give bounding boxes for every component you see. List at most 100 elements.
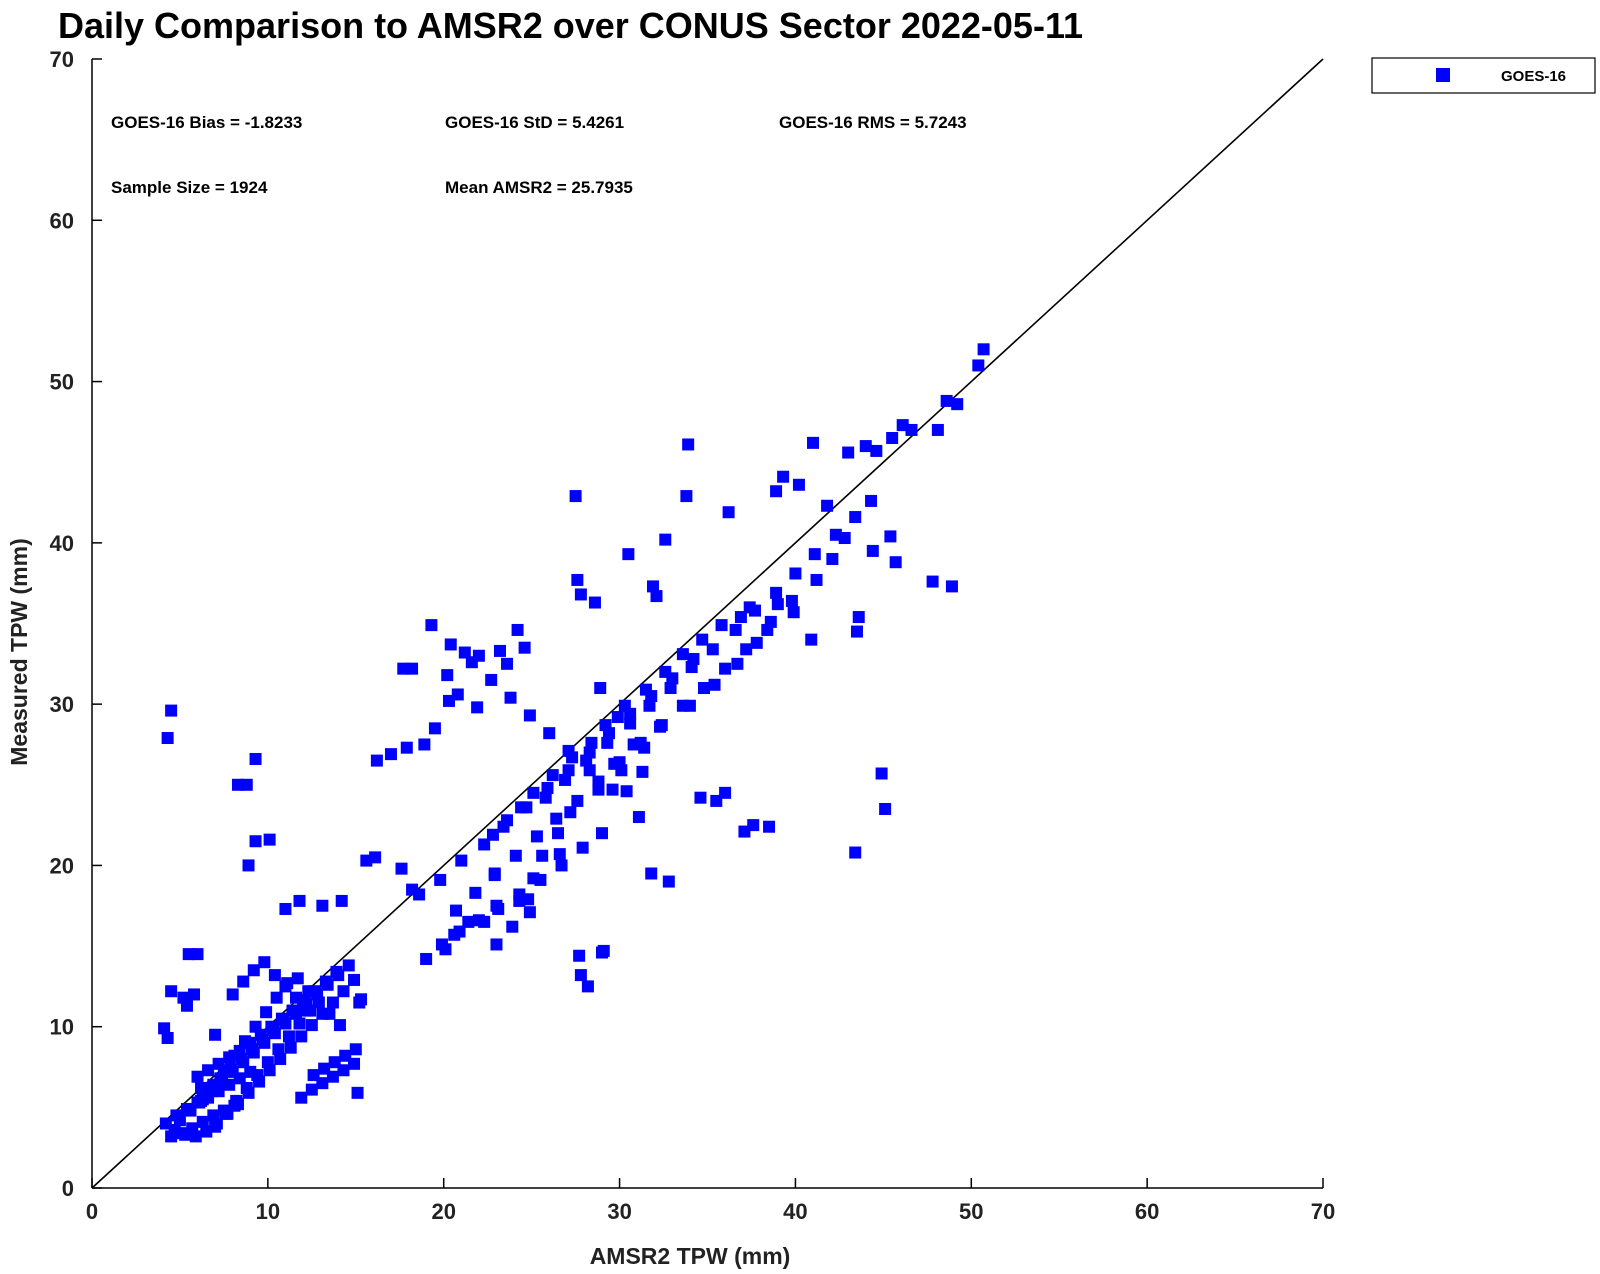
data-point	[242, 1086, 255, 1099]
data-point	[265, 1020, 278, 1033]
data-point	[731, 657, 744, 670]
data-point	[159, 1117, 172, 1130]
data-point	[951, 398, 964, 411]
data-point	[771, 598, 784, 611]
x-axis-label: AMSR2 TPW (mm)	[590, 1243, 791, 1269]
data-point	[940, 394, 953, 407]
data-point	[659, 533, 672, 546]
data-point	[497, 820, 510, 833]
data-point	[562, 744, 575, 757]
data-point	[865, 494, 878, 507]
data-point	[706, 643, 719, 656]
data-point	[787, 606, 800, 619]
data-point	[384, 748, 397, 761]
data-point	[349, 1043, 362, 1056]
data-point	[682, 438, 695, 451]
data-point	[606, 783, 619, 796]
data-point	[611, 711, 624, 724]
y-axis-ticks: 0 10 20 30 40 50 60 70	[50, 47, 102, 1201]
data-point	[319, 975, 332, 988]
data-point	[583, 764, 596, 777]
data-point	[244, 1065, 257, 1078]
data-point	[355, 993, 368, 1006]
data-point	[272, 1043, 285, 1056]
data-point	[513, 888, 526, 901]
data-point	[472, 914, 485, 927]
data-point	[722, 506, 735, 519]
data-point	[770, 485, 783, 498]
y-tick-label: 30	[50, 692, 74, 717]
data-point	[458, 646, 471, 659]
data-point	[180, 1102, 193, 1115]
data-point	[826, 552, 839, 565]
data-point	[191, 1096, 204, 1109]
data-point	[592, 775, 605, 788]
data-point	[161, 732, 174, 745]
data-point	[694, 791, 707, 804]
data-point	[740, 643, 753, 656]
data-point	[305, 1083, 318, 1096]
data-point	[541, 782, 554, 795]
data-point	[254, 1028, 267, 1041]
data-point	[842, 446, 855, 459]
data-point	[165, 985, 178, 998]
data-point	[260, 1006, 273, 1019]
data-point	[253, 1075, 266, 1088]
data-point	[158, 1022, 171, 1035]
y-tick-label: 0	[62, 1176, 74, 1201]
data-point	[406, 662, 419, 675]
data-point	[263, 833, 276, 846]
x-tick-label: 20	[431, 1199, 455, 1224]
data-point	[555, 859, 568, 872]
data-point	[696, 633, 709, 646]
data-point	[413, 888, 426, 901]
data-point	[226, 988, 239, 1001]
data-point	[309, 985, 322, 998]
data-point	[613, 756, 626, 769]
data-point	[574, 969, 587, 982]
data-point	[233, 1044, 246, 1057]
data-point	[465, 656, 478, 669]
data-point	[200, 1125, 213, 1138]
data-point	[859, 440, 872, 453]
data-point	[212, 1085, 225, 1098]
mean-annotation: Mean AMSR2 = 25.7935	[445, 178, 633, 197]
data-point	[850, 625, 863, 638]
data-point	[333, 1019, 346, 1032]
data-point	[889, 556, 902, 569]
y-tick-label: 50	[50, 370, 74, 395]
data-point	[748, 604, 761, 617]
data-point	[207, 1109, 220, 1122]
data-point	[279, 980, 292, 993]
data-point	[293, 894, 306, 907]
data-point	[972, 359, 985, 372]
data-point	[486, 828, 499, 841]
data-point	[595, 827, 608, 840]
legend: GOES-16	[1371, 57, 1596, 94]
data-point	[286, 1004, 299, 1017]
data-point	[634, 736, 647, 749]
data-point	[191, 1070, 204, 1083]
data-point	[282, 1030, 295, 1043]
data-point	[734, 611, 747, 624]
data-point	[520, 801, 533, 814]
data-point	[316, 1007, 329, 1020]
data-point	[646, 580, 659, 593]
data-point	[655, 719, 668, 732]
data-point	[242, 859, 255, 872]
data-point	[710, 794, 723, 807]
x-tick-label: 70	[1311, 1199, 1335, 1224]
data-point	[506, 920, 519, 933]
data-point	[291, 972, 304, 985]
data-point	[650, 590, 663, 603]
data-point	[228, 1099, 241, 1112]
data-point	[926, 575, 939, 588]
bias-annotation: GOES-16 Bias = -1.8233	[111, 113, 302, 132]
data-point	[297, 996, 310, 1009]
data-point	[275, 1012, 288, 1025]
data-point	[662, 875, 675, 888]
x-tick-label: 60	[1135, 1199, 1159, 1224]
data-point	[420, 952, 433, 965]
data-point	[337, 985, 350, 998]
plot-area	[91, 59, 1323, 1189]
